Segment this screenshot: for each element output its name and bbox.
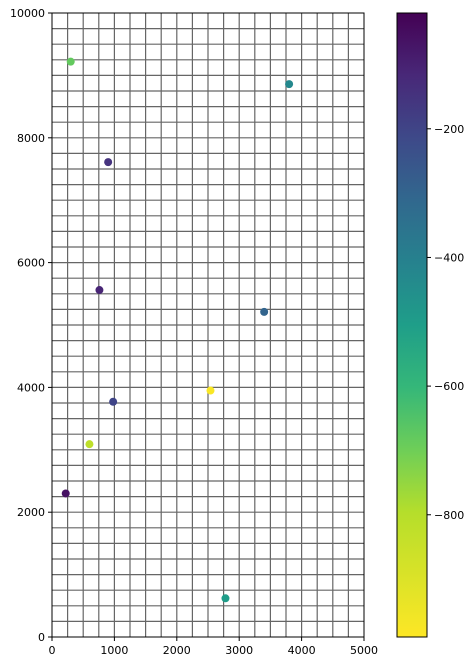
data-point	[61, 489, 70, 498]
x-tick-label: 2000	[163, 644, 191, 657]
data-point	[285, 80, 294, 89]
axes-frame	[51, 12, 365, 638]
colorbar-tick-label: −600	[434, 380, 464, 393]
y-tick-label: 6000	[17, 257, 45, 270]
x-tick-label: 0	[49, 644, 56, 657]
y-tick-label: 2000	[17, 506, 45, 519]
data-point	[221, 594, 230, 603]
data-point	[104, 158, 113, 167]
x-tick-label: 1000	[100, 644, 128, 657]
x-axis: 0 1000 2000 3000 4000 5000	[49, 637, 378, 657]
colorbar-tick-label: −800	[434, 509, 464, 522]
y-axis: 0 2000 4000 6000 8000 10000	[10, 7, 52, 644]
y-tick-label: 0	[38, 631, 45, 644]
x-tick-label: 4000	[288, 644, 316, 657]
x-tick-label: 3000	[225, 644, 253, 657]
data-point	[66, 57, 75, 66]
y-tick-label: 8000	[17, 132, 45, 145]
y-tick-label: 4000	[17, 381, 45, 394]
data-point	[95, 286, 104, 295]
data-point	[109, 397, 118, 406]
colorbar-tick-label: −400	[434, 251, 464, 264]
scatter-points	[61, 57, 294, 603]
colorbar: −200 −400 −600 −800	[396, 12, 464, 638]
x-tick-label: 5000	[350, 644, 378, 657]
data-point	[260, 307, 269, 316]
colorbar-ticks: −200 −400 −600 −800	[427, 123, 464, 522]
colorbar-tick-label: −200	[434, 123, 464, 136]
y-tick-label: 10000	[10, 7, 45, 20]
data-point	[85, 440, 94, 449]
colorbar-scale	[396, 12, 428, 638]
data-point	[206, 386, 215, 395]
grid-lines	[52, 13, 364, 637]
plot-area: 0 1000 2000 3000 4000 5000 0 2000 4000 6000 8000 1…	[10, 7, 378, 657]
